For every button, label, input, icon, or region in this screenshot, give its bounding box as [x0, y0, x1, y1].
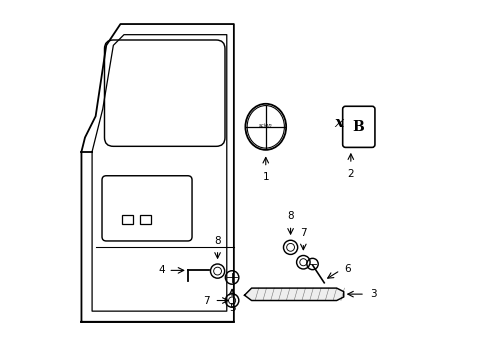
Polygon shape	[244, 288, 343, 301]
Text: 2: 2	[347, 168, 353, 179]
Text: scion: scion	[258, 122, 272, 127]
Text: x: x	[334, 116, 343, 130]
Text: 6: 6	[344, 264, 350, 274]
Text: B: B	[351, 120, 363, 134]
Text: 4: 4	[158, 265, 164, 275]
Text: 7: 7	[203, 296, 210, 306]
Text: 5: 5	[228, 303, 235, 313]
Text: 3: 3	[369, 289, 376, 299]
Text: 7: 7	[300, 229, 306, 238]
Text: 8: 8	[214, 235, 221, 246]
Text: 8: 8	[286, 211, 293, 221]
Text: 1: 1	[262, 172, 268, 182]
